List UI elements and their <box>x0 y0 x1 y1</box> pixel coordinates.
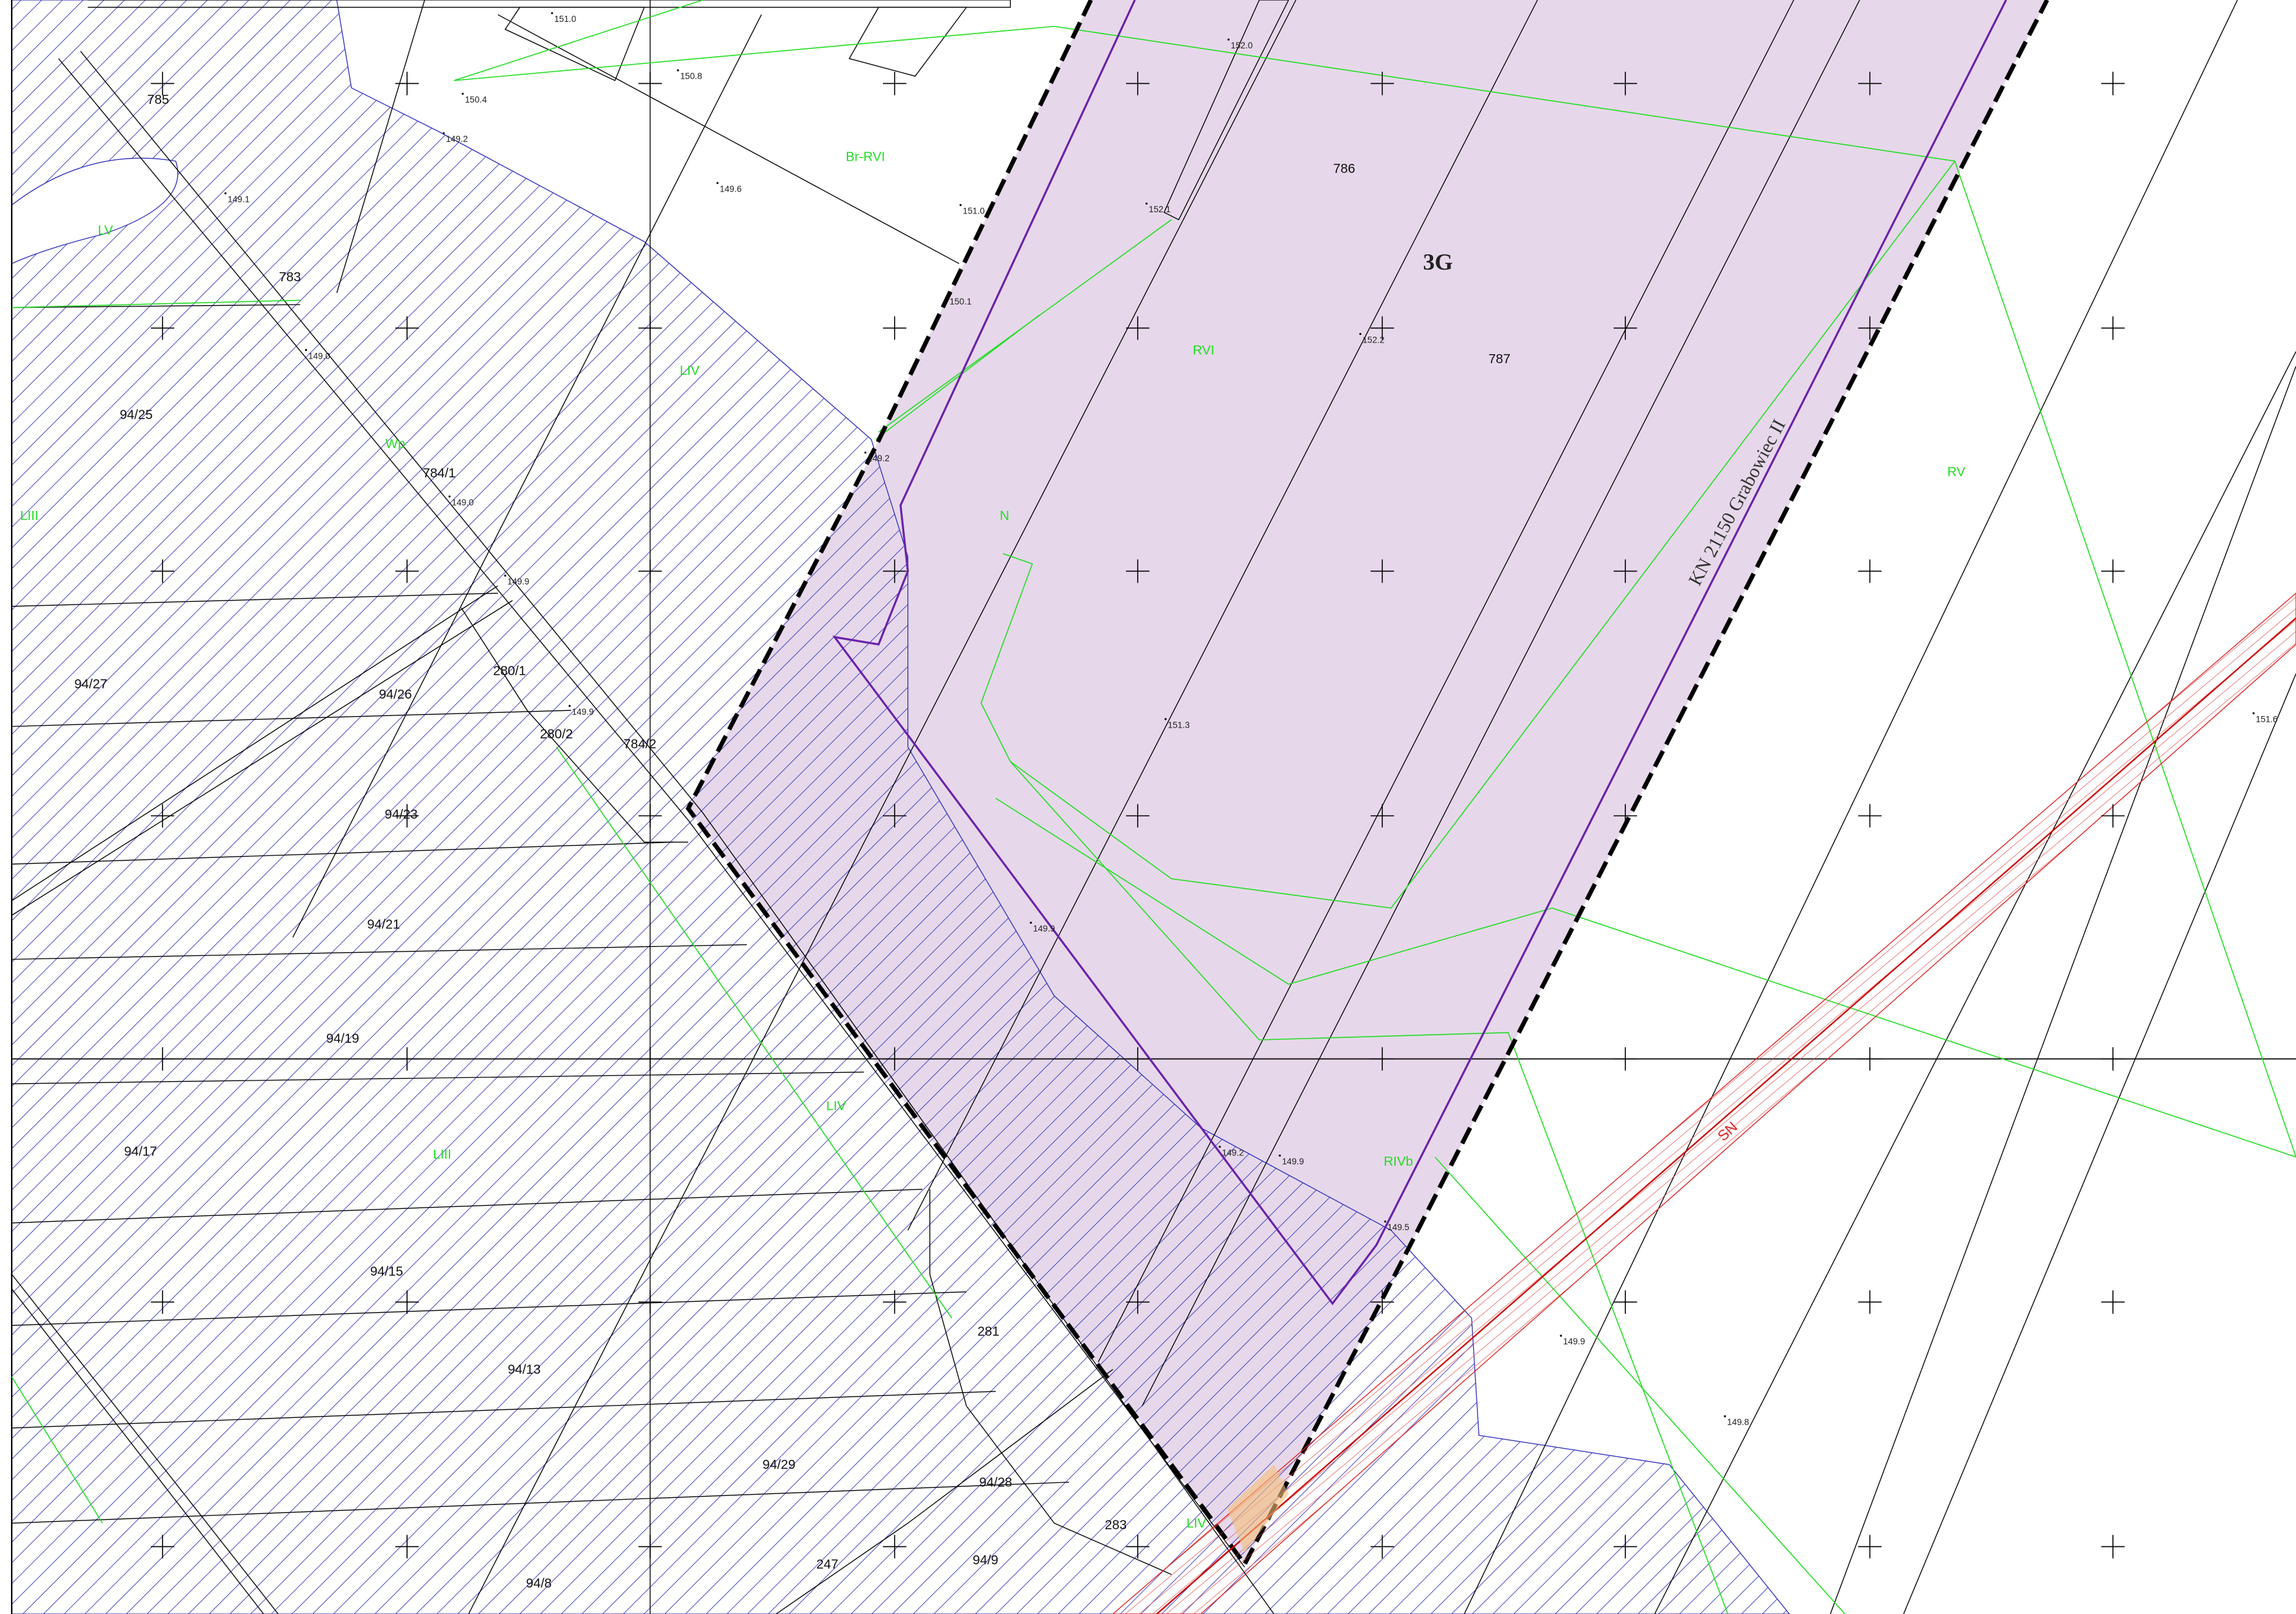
parcel-label: 281 <box>977 1325 999 1339</box>
elevation-point <box>462 93 464 95</box>
zone-label: 3G <box>1423 249 1452 275</box>
parcel-label: 280/2 <box>540 727 573 741</box>
elevation-point <box>1560 1335 1562 1337</box>
parcel-label: 94/13 <box>508 1363 540 1377</box>
land-class-label: RIVb <box>1384 1155 1413 1169</box>
parcel-label: 94/21 <box>367 917 400 932</box>
parcel-label: 783 <box>279 270 301 284</box>
land-class-label: Br-RVI <box>846 150 885 164</box>
elevation-point <box>960 204 962 206</box>
parcel-label: 787 <box>1489 352 1510 366</box>
elevation-point <box>1219 1146 1221 1148</box>
elevation-label: 151.0 <box>963 206 985 215</box>
parcel-label: 94/9 <box>973 1553 998 1568</box>
elevation-label: 149.9 <box>1563 1337 1585 1346</box>
elevation-point <box>1279 1155 1281 1157</box>
elevation-label: 151.3 <box>1168 720 1190 730</box>
elevation-label: 152.2 <box>1363 335 1385 344</box>
parcel-label: 94/17 <box>124 1144 157 1159</box>
land-class-label: LIII <box>433 1148 451 1162</box>
elevation-label: 149.9 <box>1033 924 1055 933</box>
elevation-label: 149.9 <box>508 577 529 586</box>
parcel-label: 283 <box>1105 1518 1127 1532</box>
elevation-point <box>1145 203 1147 204</box>
parcel-label: 94/8 <box>526 1577 552 1591</box>
elevation-point <box>1165 718 1167 720</box>
elevation-label: 149.8 <box>1727 1417 1749 1427</box>
elevation-point <box>224 192 226 194</box>
elevation-label: 149.1 <box>228 194 250 204</box>
elevation-point <box>551 12 553 14</box>
elevation-label: 152.0 <box>1231 41 1252 50</box>
elevation-label: 149.6 <box>720 184 742 194</box>
parcel-label: 94/29 <box>762 1458 795 1472</box>
elevation-label: 149.2 <box>1222 1148 1244 1157</box>
elevation-point <box>677 69 679 71</box>
elevation-point <box>1227 39 1229 41</box>
parcel-label: 94/25 <box>120 408 153 422</box>
parcel-label: 786 <box>1333 162 1355 176</box>
elevation-label: 149.5 <box>1387 1222 1409 1232</box>
parcel-label: 94/26 <box>379 688 411 702</box>
parcel-label: 94/23 <box>385 808 418 822</box>
elevation-label: 149.0 <box>308 351 330 361</box>
elevation-point <box>504 575 506 577</box>
elevation-point <box>569 705 571 707</box>
land-class-label: LIV <box>826 1099 846 1113</box>
map: 3G KN 21150 Grabowiec II SN 78678794/257… <box>0 0 2296 1614</box>
elevation-label: 150.4 <box>465 95 487 105</box>
parcel-label: 94/28 <box>979 1475 1012 1489</box>
parcel-label: 94/19 <box>326 1032 359 1046</box>
elevation-label: 152.1 <box>1149 204 1171 214</box>
parcel-label: 785 <box>147 93 169 107</box>
elevation-label: 149.9 <box>572 707 594 717</box>
land-class-label: RVI <box>1193 343 1214 357</box>
parcel-label: 247 <box>816 1558 838 1572</box>
elevation-point <box>2253 712 2255 714</box>
elevation-point <box>442 132 444 134</box>
elevation-point <box>1030 922 1032 924</box>
elevation-label: 149.2 <box>446 134 468 144</box>
land-class-label: RV <box>1947 465 1965 479</box>
land-class-label: LIV <box>1187 1517 1207 1531</box>
elevation-label: 149.2 <box>867 453 889 463</box>
parcel-label: 94/15 <box>370 1265 403 1279</box>
elevation-point <box>1384 1220 1386 1222</box>
elevation-label: 149.0 <box>451 497 473 507</box>
land-class-label: Wp <box>386 437 406 452</box>
land-class-label: N <box>1000 509 1009 523</box>
elevation-point <box>946 295 948 297</box>
elevation-point <box>1724 1415 1726 1417</box>
page: {"map": { "zone_label": "3G", "road_labe… <box>0 0 2296 1614</box>
parcel-label: 784/2 <box>624 737 657 752</box>
land-class-label: LV <box>98 223 114 237</box>
elevation-point <box>448 495 450 497</box>
elevation-label: 149.9 <box>1282 1157 1304 1166</box>
elevation-point <box>1360 333 1361 335</box>
elevation-point <box>864 452 866 453</box>
elevation-point <box>717 182 718 184</box>
elevation-label: 151.6 <box>2256 714 2278 724</box>
elevation-label: 150.8 <box>680 72 702 81</box>
elevation-label: 151.0 <box>554 14 576 24</box>
land-class-label: LIV <box>680 364 700 378</box>
elevation-point <box>305 349 307 351</box>
parcel-label: 784/1 <box>423 466 456 481</box>
parcel-label: 94/27 <box>74 677 107 692</box>
land-class-label: LIII <box>20 509 38 523</box>
parcel-label: 280/1 <box>493 664 526 679</box>
elevation-label: 150.1 <box>949 297 971 306</box>
